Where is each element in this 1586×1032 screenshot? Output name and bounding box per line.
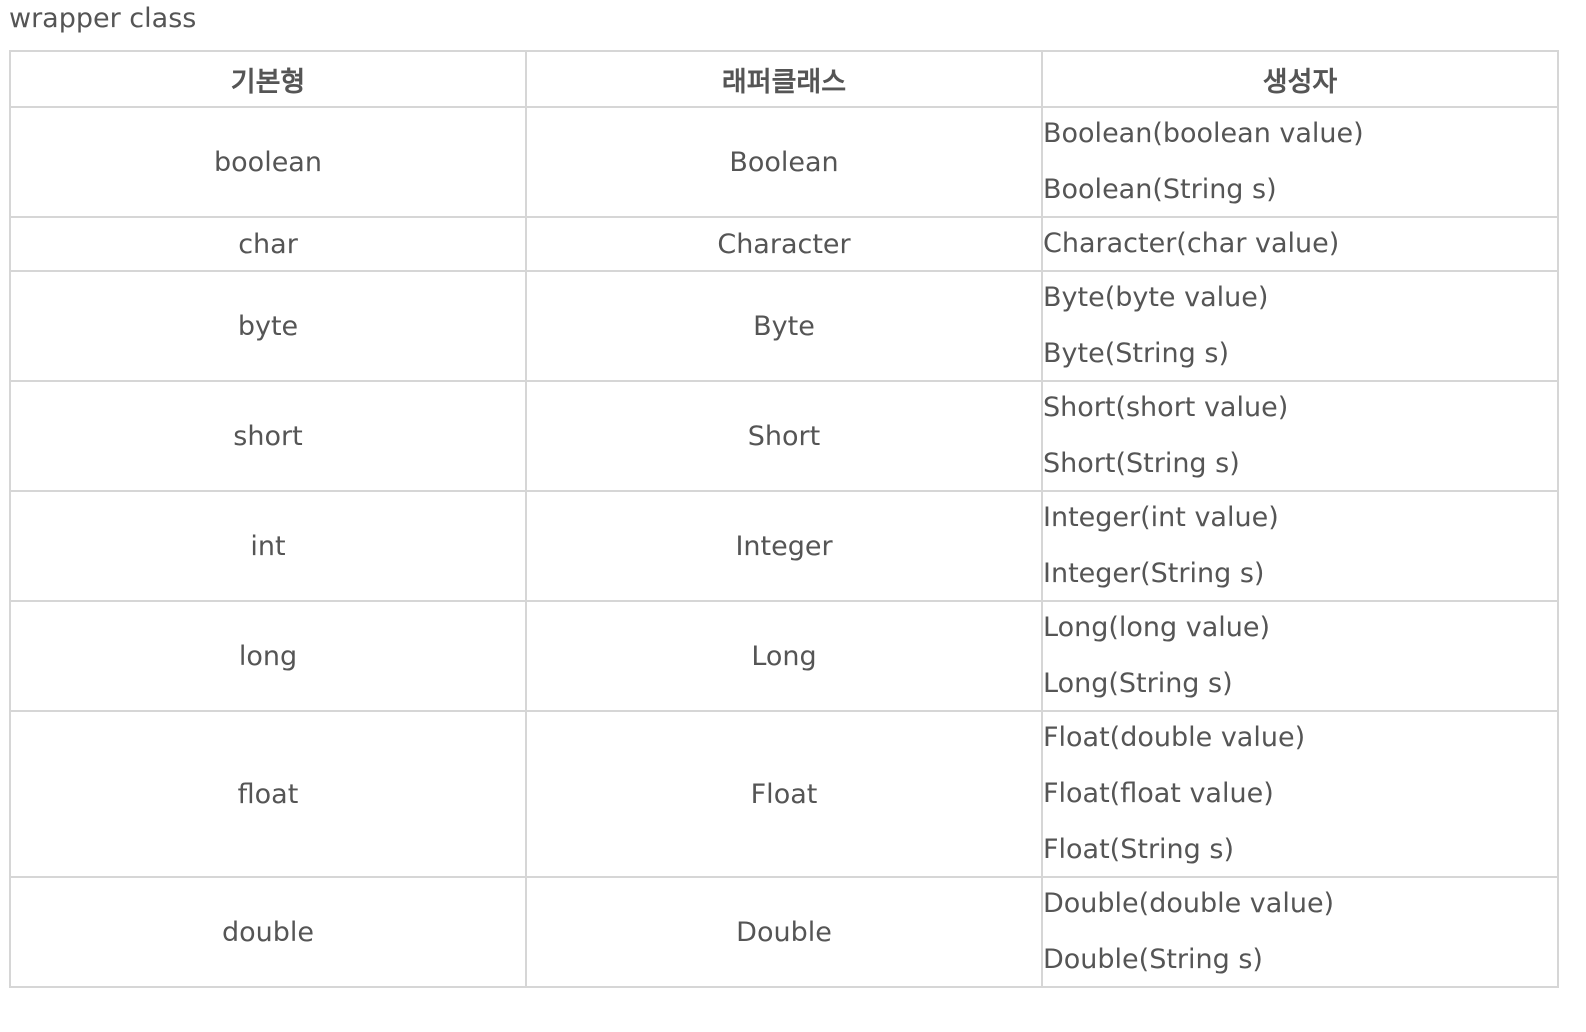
wrapper-class-cell: Byte: [525, 270, 1043, 382]
constructor-signature: Long(long value): [1043, 612, 1271, 643]
wrapper-class-cell: Integer: [525, 490, 1043, 602]
constructor-signature: Long(String s): [1043, 668, 1233, 699]
table-row: float Float Float(double value) Float(fl…: [9, 710, 1559, 878]
constructor-cell: Float(double value) Float(float value) F…: [1041, 710, 1559, 878]
primitive-type-cell: float: [9, 710, 527, 878]
constructor-cell: Double(double value) Double(String s): [1041, 876, 1559, 988]
constructor-signature: Integer(String s): [1043, 558, 1265, 589]
constructor-cell: Integer(int value) Integer(String s): [1041, 490, 1559, 602]
constructor-signature: Double(String s): [1043, 944, 1263, 975]
table-row: boolean Boolean Boolean(boolean value) B…: [9, 106, 1559, 218]
constructor-signature: Boolean(String s): [1043, 174, 1277, 205]
constructor-cell: Byte(byte value) Byte(String s): [1041, 270, 1559, 382]
constructor-signature: Byte(String s): [1043, 338, 1229, 369]
constructor-cell: Boolean(boolean value) Boolean(String s): [1041, 106, 1559, 218]
table-row: short Short Short(short value) Short(Str…: [9, 380, 1559, 492]
wrapper-class-cell: Character: [525, 216, 1043, 272]
table-row: int Integer Integer(int value) Integer(S…: [9, 490, 1559, 602]
primitive-type-cell: short: [9, 380, 527, 492]
header-wrapper-class: 래퍼클래스: [525, 50, 1043, 108]
constructor-signature: Float(String s): [1043, 834, 1234, 865]
primitive-type-cell: double: [9, 876, 527, 988]
constructor-signature: Double(double value): [1043, 888, 1335, 919]
primitive-type-cell: long: [9, 600, 527, 712]
table-row: double Double Double(double value) Doubl…: [9, 876, 1559, 988]
table-caption: wrapper class: [9, 3, 197, 34]
wrapper-class-cell: Boolean: [525, 106, 1043, 218]
primitive-type-cell: boolean: [9, 106, 527, 218]
wrapper-class-cell: Float: [525, 710, 1043, 878]
constructor-cell: Long(long value) Long(String s): [1041, 600, 1559, 712]
wrapper-class-cell: Double: [525, 876, 1043, 988]
wrapper-class-table: 기본형 래퍼클래스 생성자 boolean Boolean Boolean(bo…: [9, 50, 1559, 988]
header-constructor: 생성자: [1041, 50, 1559, 108]
wrapper-class-cell: Short: [525, 380, 1043, 492]
constructor-signature: Byte(byte value): [1043, 282, 1269, 313]
header-primitive-type: 기본형: [9, 50, 527, 108]
primitive-type-cell: int: [9, 490, 527, 602]
constructor-signature: Boolean(boolean value): [1043, 118, 1364, 149]
wrapper-class-cell: Long: [525, 600, 1043, 712]
header-row: 기본형 래퍼클래스 생성자: [9, 50, 1559, 108]
constructor-signature: Float(float value): [1043, 778, 1274, 809]
constructor-cell: Character(char value): [1041, 216, 1559, 272]
table-row: char Character Character(char value): [9, 216, 1559, 272]
table-row: byte Byte Byte(byte value) Byte(String s…: [9, 270, 1559, 382]
table-row: long Long Long(long value) Long(String s…: [9, 600, 1559, 712]
constructor-signature: Integer(int value): [1043, 502, 1279, 533]
primitive-type-cell: char: [9, 216, 527, 272]
primitive-type-cell: byte: [9, 270, 527, 382]
constructor-signature: Short(String s): [1043, 448, 1240, 479]
constructor-signature: Short(short value): [1043, 392, 1289, 423]
constructor-cell: Short(short value) Short(String s): [1041, 380, 1559, 492]
constructor-signature: Character(char value): [1043, 228, 1340, 259]
constructor-signature: Float(double value): [1043, 722, 1306, 753]
